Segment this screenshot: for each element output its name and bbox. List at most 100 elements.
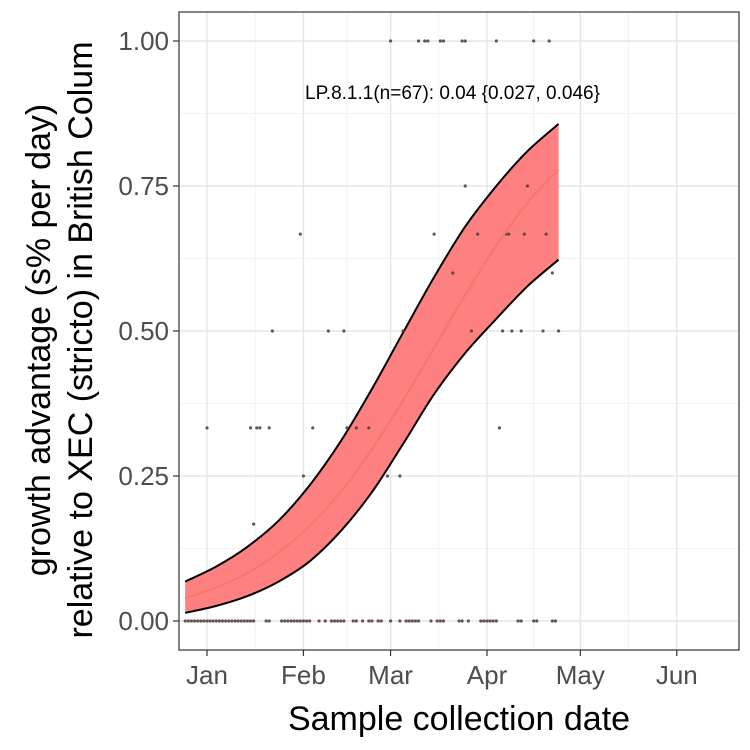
data-point [367,426,371,430]
data-point [460,39,464,43]
data-point [245,619,250,623]
ribbon-upper-bound [184,123,560,583]
data-point [416,39,421,43]
data-point [332,619,337,623]
data-point [196,619,200,623]
x-axis-title: Sample collection date [288,700,630,738]
fit-line-layer [184,169,560,600]
data-point [494,619,498,623]
data-point [519,329,523,333]
x-tick-label: Jun [656,660,698,690]
data-point [354,619,358,623]
data-point [556,329,561,333]
data-point [323,619,327,623]
data-point [258,426,262,430]
data-point [460,619,464,623]
data-point [398,619,402,623]
data-point [354,426,358,430]
x-tick-label: Jan [186,660,228,690]
data-point [550,271,554,275]
y-axis-title-line1: growth advantage (s% per day) [20,104,58,576]
x-tick-label: Apr [467,660,508,690]
data-point [211,619,215,623]
data-point [469,329,474,333]
data-point [463,184,467,188]
data-point [286,619,290,623]
data-point [186,619,190,623]
y-tick-label: 0.25 [118,461,169,491]
data-point [532,619,536,623]
data-point [248,426,253,430]
data-point [494,39,498,43]
data-point [488,619,492,623]
data-point [339,619,343,623]
data-point [388,39,393,43]
y-tick-label: 0.75 [118,171,169,201]
data-point [547,39,551,43]
data-point [532,39,536,43]
data-point [535,619,539,623]
y-tick-label: 0.50 [118,316,169,346]
data-point [255,426,259,430]
data-point [289,619,293,623]
y-tick-label: 0.00 [118,606,169,636]
data-point [479,619,483,623]
data-point [267,619,271,623]
data-point [248,619,253,623]
fit-line [184,169,560,600]
data-point [401,329,405,333]
data-point [252,522,256,526]
data-point [342,619,346,623]
data-point [301,619,306,623]
data-point [482,619,486,623]
data-point [252,619,256,623]
x-axis-ticks: Jan Feb Mar Apr May Jun [186,650,698,690]
data-point [329,619,334,623]
data-point [217,619,222,623]
data-point [441,619,446,623]
x-tick-label: Mar [368,660,413,690]
fit-annotation: LP.8.1.1(n=67): 0.04 {0.027, 0.046} [305,83,600,104]
data-point [410,619,414,623]
y-axis-title-line2: relative to XEC (stricto) in British Col… [62,41,100,638]
data-point [326,329,330,333]
data-point [423,39,427,43]
data-point [233,619,237,623]
data-point [463,39,467,43]
data-point [407,619,411,623]
y-axis-ticks: 0.00 0.25 0.50 0.75 1.00 [118,26,179,636]
observed-points-layer [183,39,561,623]
data-point [360,619,365,623]
data-point [385,474,390,478]
data-point [457,619,461,623]
data-point [301,474,306,478]
data-point [432,232,436,236]
data-point [183,619,187,623]
data-point [345,426,349,430]
data-point [220,619,225,623]
data-point [398,474,402,478]
data-point [525,184,530,188]
data-point [308,619,312,623]
data-point [298,619,302,623]
data-point [416,619,421,623]
data-point [466,619,470,623]
data-point [224,619,228,623]
data-point [379,619,383,623]
data-point [413,619,418,623]
data-point [270,329,274,333]
data-point [500,329,505,333]
data-point [435,619,439,623]
data-point [370,619,374,623]
data-point [510,329,514,333]
data-point [342,329,346,333]
data-point [516,619,520,623]
data-point [208,619,212,623]
data-point [292,619,296,623]
confidence-ribbon [185,123,559,613]
ribbon-lower-bound [184,258,560,614]
data-point [367,619,371,623]
data-point [491,619,495,623]
data-point [388,619,393,623]
data-point [522,232,526,236]
